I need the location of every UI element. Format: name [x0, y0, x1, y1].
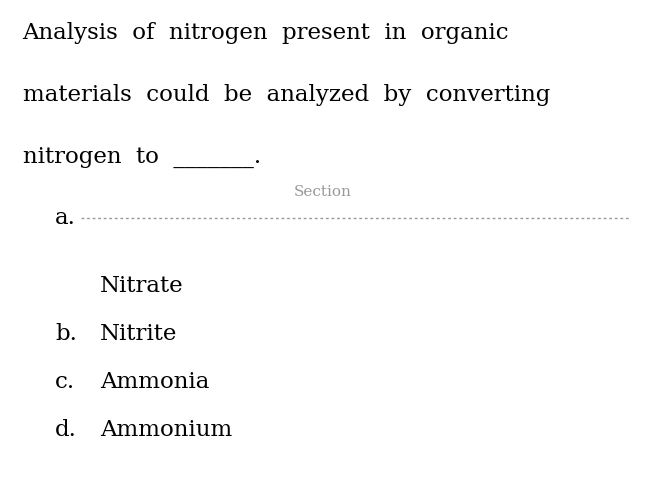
- Text: nitrogen  to  _______.: nitrogen to _______.: [23, 146, 261, 168]
- Text: Analysis  of  nitrogen  present  in  organic: Analysis of nitrogen present in organic: [23, 22, 509, 44]
- Text: materials  could  be  analyzed  by  converting: materials could be analyzed by convertin…: [23, 84, 550, 106]
- Text: b.: b.: [55, 323, 77, 345]
- Text: a.: a.: [55, 207, 76, 229]
- Text: Nitrate: Nitrate: [100, 275, 183, 297]
- Text: Ammonia: Ammonia: [100, 371, 209, 393]
- Text: c.: c.: [55, 371, 75, 393]
- Text: d.: d.: [55, 419, 77, 441]
- Text: Ammonium: Ammonium: [100, 419, 233, 441]
- Text: Section: Section: [294, 185, 352, 199]
- Text: Nitrite: Nitrite: [100, 323, 178, 345]
